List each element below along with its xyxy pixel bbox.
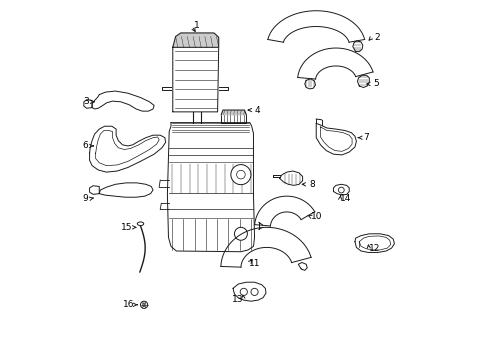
Polygon shape: [357, 75, 368, 87]
Polygon shape: [316, 123, 356, 155]
Polygon shape: [267, 11, 364, 42]
Polygon shape: [297, 48, 372, 79]
Text: 15: 15: [121, 223, 132, 232]
Polygon shape: [352, 41, 362, 51]
Polygon shape: [83, 100, 92, 108]
Polygon shape: [279, 171, 302, 185]
Polygon shape: [172, 33, 218, 47]
Circle shape: [250, 288, 258, 296]
Text: 2: 2: [374, 33, 379, 42]
Polygon shape: [221, 228, 310, 267]
Polygon shape: [172, 40, 218, 112]
Polygon shape: [89, 186, 99, 194]
Text: 12: 12: [368, 244, 379, 253]
Text: 4: 4: [254, 105, 259, 114]
Text: 3: 3: [83, 97, 89, 106]
Polygon shape: [304, 79, 315, 89]
Circle shape: [140, 301, 147, 309]
Circle shape: [230, 165, 250, 185]
Polygon shape: [221, 110, 246, 115]
Polygon shape: [221, 115, 246, 123]
Polygon shape: [298, 262, 306, 270]
Text: 1: 1: [194, 21, 200, 30]
Text: 7: 7: [363, 133, 368, 142]
Text: 13: 13: [232, 294, 244, 303]
Polygon shape: [254, 196, 314, 226]
Ellipse shape: [137, 222, 143, 226]
Text: 10: 10: [310, 212, 321, 221]
Polygon shape: [92, 91, 154, 111]
Polygon shape: [354, 234, 394, 252]
Polygon shape: [89, 126, 165, 172]
Text: 11: 11: [248, 259, 260, 268]
Text: 16: 16: [123, 300, 135, 309]
Text: 8: 8: [308, 180, 314, 189]
Polygon shape: [233, 282, 265, 301]
Text: 9: 9: [82, 194, 88, 203]
Circle shape: [240, 288, 247, 296]
Polygon shape: [99, 183, 153, 197]
Text: 6: 6: [82, 141, 88, 150]
Text: 14: 14: [339, 194, 350, 203]
Circle shape: [234, 227, 247, 240]
Text: 5: 5: [373, 80, 379, 89]
Polygon shape: [333, 184, 348, 195]
Polygon shape: [167, 123, 254, 252]
